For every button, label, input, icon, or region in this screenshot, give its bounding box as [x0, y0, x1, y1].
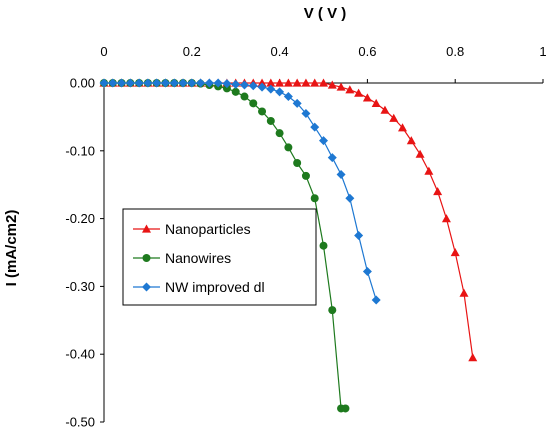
x-tick-label: 0.6	[358, 44, 376, 59]
data-point-series-1	[354, 88, 364, 97]
data-point-series-2	[249, 99, 258, 108]
x-axis-title: V ( V )	[304, 5, 347, 22]
data-point-series-2	[231, 87, 240, 96]
data-point-series-1	[310, 78, 320, 87]
data-point-series-1	[319, 78, 328, 87]
data-point-series-3	[354, 231, 364, 241]
x-tick-label: 0.2	[183, 44, 201, 59]
y-tick-label: -0.20	[65, 211, 95, 226]
data-point-series-1	[389, 113, 399, 122]
legend-box	[122, 208, 317, 306]
data-markers	[99, 78, 478, 413]
legend-label-3: NW improved dl	[165, 279, 265, 295]
data-point-series-3	[213, 78, 223, 88]
data-point-series-2	[301, 171, 310, 180]
x-tick-label: 0	[100, 44, 107, 59]
data-point-series-2	[240, 92, 249, 101]
data-point-series-1	[459, 288, 469, 297]
data-point-series-2	[258, 107, 267, 116]
data-point-series-3	[169, 78, 179, 88]
data-point-series-3	[152, 78, 162, 88]
data-point-series-1	[257, 78, 267, 87]
data-point-series-3	[108, 78, 118, 88]
data-point-series-1	[380, 105, 390, 114]
axes: 0 0.2 0.4 0.6 0.8 1 0.00 -0.10 -0.20 -0.30 -0.40 -0…	[65, 44, 546, 430]
data-point-series-3	[160, 78, 170, 88]
data-point-series-3	[222, 79, 232, 89]
data-point-series-1	[327, 80, 337, 89]
y-tick-label: -0.40	[65, 347, 95, 362]
x-tick-label: 0.4	[271, 44, 289, 59]
y-tick-label: 0.00	[70, 76, 95, 91]
data-point-series-1	[441, 214, 451, 223]
legend-marker-1	[142, 224, 151, 233]
data-point-series-3	[301, 109, 311, 119]
data-point-series-3	[178, 78, 188, 88]
data-point-series-3	[336, 170, 346, 180]
data-point-series-3	[143, 78, 153, 88]
data-point-series-3	[117, 78, 127, 88]
data-point-series-1	[301, 78, 311, 87]
legend-marker-2	[142, 254, 151, 262]
data-point-series-3	[239, 80, 249, 90]
data-point-series-3	[319, 136, 328, 146]
data-point-series-3	[99, 78, 109, 88]
data-point-series-3	[196, 78, 206, 88]
x-tick-label: 1	[539, 44, 546, 59]
y-tick-label: -0.10	[65, 143, 95, 158]
data-point-series-2	[266, 116, 275, 125]
data-point-series-1	[415, 149, 425, 158]
data-point-series-2	[222, 84, 231, 93]
data-point-series-1	[362, 93, 372, 102]
data-point-series-3	[327, 153, 337, 163]
data-point-series-3	[204, 78, 214, 88]
data-point-series-3	[371, 295, 381, 305]
data-point-series-3	[134, 78, 144, 88]
data-point-series-2	[319, 241, 328, 250]
y-tick-label: -0.50	[65, 415, 95, 430]
data-point-series-3	[362, 266, 372, 276]
data-point-series-2	[310, 194, 319, 203]
data-point-series-1	[336, 82, 346, 91]
data-point-series-3	[257, 82, 267, 92]
data-point-series-3	[248, 81, 258, 91]
data-point-series-1	[424, 166, 434, 175]
data-point-series-3	[231, 79, 241, 89]
data-point-series-1	[371, 98, 381, 107]
data-point-series-1	[266, 78, 276, 87]
data-point-series-2	[293, 159, 302, 168]
data-point-series-2	[341, 404, 350, 413]
legend: Nanoparticles Nanowires NW improved dl	[122, 208, 317, 306]
data-point-series-1	[345, 85, 355, 94]
data-point-series-3	[125, 78, 135, 88]
data-point-series-3	[292, 98, 302, 108]
data-point-series-1	[406, 136, 416, 145]
data-point-series-2	[328, 306, 337, 315]
data-point-series-1	[275, 78, 285, 87]
data-point-series-3	[266, 84, 276, 94]
data-point-series-3	[187, 78, 197, 88]
data-point-series-1	[283, 78, 293, 87]
data-point-series-3	[283, 92, 293, 102]
y-axis-title: I (mA/cm2)	[3, 210, 20, 287]
data-point-series-1	[292, 78, 302, 87]
data-point-series-2	[284, 143, 293, 152]
data-point-series-1	[433, 186, 443, 196]
data-point-series-1	[468, 353, 478, 362]
legend-label-2: Nanowires	[165, 250, 231, 266]
data-point-series-3	[345, 193, 355, 203]
data-point-series-1	[398, 123, 408, 132]
data-point-series-2	[275, 129, 284, 138]
x-tick-label: 0.8	[446, 44, 464, 59]
legend-label-1: Nanoparticles	[165, 221, 251, 237]
data-point-series-3	[275, 87, 285, 97]
legend-marker-3	[142, 282, 151, 292]
data-point-series-3	[310, 122, 320, 132]
data-point-series-1	[450, 248, 460, 257]
y-tick-label: -0.30	[65, 279, 95, 294]
